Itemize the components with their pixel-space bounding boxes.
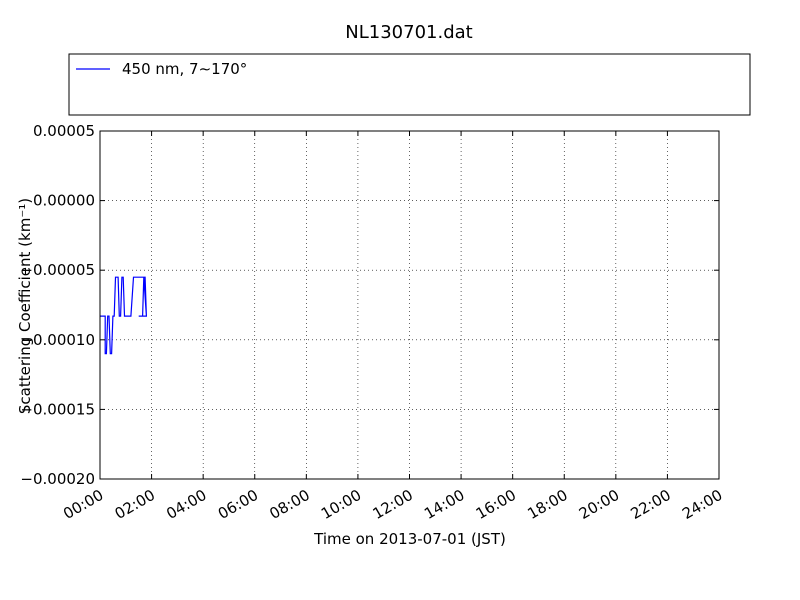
- x-tick-label: 10:00: [318, 486, 364, 523]
- x-tick-label: 14:00: [421, 486, 467, 523]
- plot-area: 00:00 02:00 04:00 06:00 08:00 10:00 12:00 14:00…: [20, 122, 725, 523]
- x-tick-label: 06:00: [215, 486, 261, 523]
- x-tick-label: 24:00: [679, 486, 725, 523]
- y-tick-label: −0.00005: [20, 261, 95, 279]
- y-tick-label: −0.00015: [20, 400, 95, 418]
- x-tick-label: 20:00: [576, 486, 622, 523]
- y-tick-label: −0.00020: [20, 470, 95, 488]
- y-tick-label: −0.00010: [20, 331, 95, 349]
- y-axis-label: Scattering Coefficient (km⁻¹): [16, 198, 34, 414]
- x-tick-label: 04:00: [163, 486, 209, 523]
- x-tick-label: 02:00: [112, 486, 158, 523]
- legend-label: 450 nm, 7∼170°: [122, 60, 247, 78]
- x-tick-label: 22:00: [628, 486, 674, 523]
- chart-title: NL130701.dat: [345, 22, 472, 43]
- x-tick-label: 08:00: [266, 486, 312, 523]
- x-tick-label: 12:00: [370, 486, 416, 523]
- y-tick-label: 0.00000: [33, 192, 95, 210]
- x-axis-label: Time on 2013-07-01 (JST): [313, 530, 506, 548]
- x-tick-label: 00:00: [60, 486, 106, 523]
- legend: 450 nm, 7∼170°: [68, 53, 751, 116]
- plot-background: [100, 131, 719, 479]
- y-tick-label: 0.00005: [33, 122, 95, 140]
- x-tick-label: 18:00: [524, 486, 570, 523]
- series-line-1: [100, 276, 148, 355]
- x-tick-label: 16:00: [473, 486, 519, 523]
- legend-box: [68, 53, 751, 116]
